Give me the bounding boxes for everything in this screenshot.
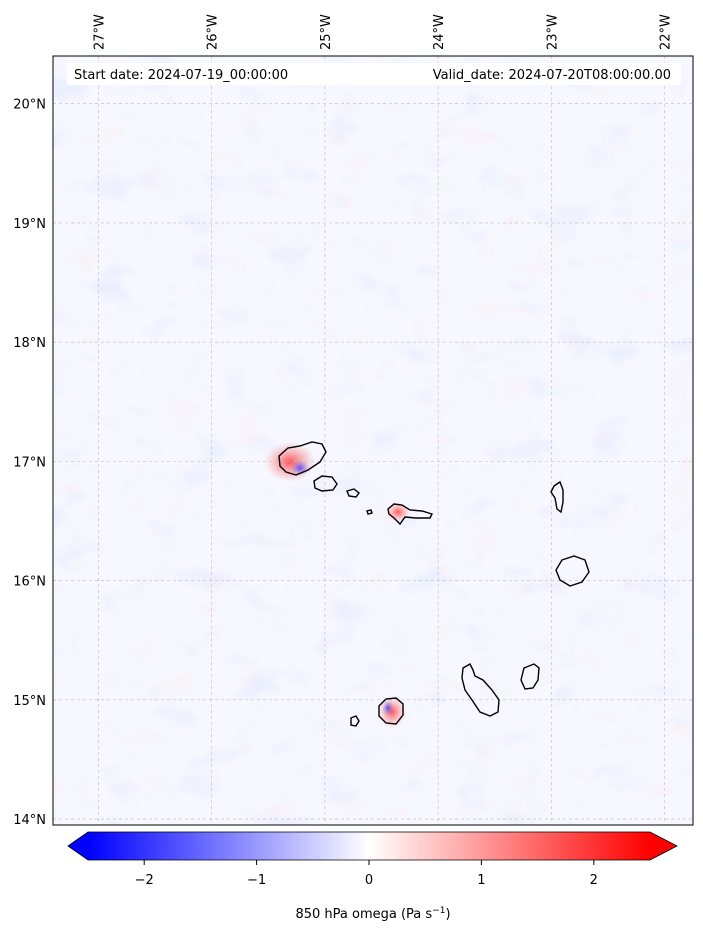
colorbar-outline [67,831,678,861]
colorbar-tick-label: −2 [135,873,154,888]
map-frame [52,55,694,826]
colorbar-extend-low [68,832,88,860]
island-brava [350,715,360,727]
colorbar-tick-label: 1 [477,873,485,888]
colorbar-extend-high [650,832,677,860]
omega-field [53,56,693,825]
colorbar-ticks: −2 −1 0 1 2 [135,860,598,888]
latitude-label: 18°N [13,336,46,351]
longitude-labels: 27°W 26°W 25°W 24°W 23°W 22°W [92,14,673,50]
island-fogo [378,697,404,725]
graticule [53,56,693,825]
island-sal [550,480,564,514]
island-santo-antao [278,441,327,476]
latitude-label: 14°N [13,813,46,828]
island-santiago [461,663,500,717]
valid-date-label: Valid_date: 2024-07-20T08:00:00.00 [433,68,671,83]
colorbar-tick-label: 0 [365,873,373,888]
colorbar-tick-label: 2 [590,873,598,888]
coastlines [278,441,590,727]
latitude-labels: 20°N 19°N 18°N 17°N 16°N 15°N 14°N [13,98,46,828]
longitude-label: 27°W [92,14,107,50]
colorbar-label-exponent: −1 [432,906,445,916]
latitude-label: 15°N [13,694,46,709]
colorbar-gradient [88,832,650,860]
longitude-label: 22°W [659,14,674,50]
latitude-label: 19°N [13,217,46,232]
island-boa-vista [555,555,590,587]
start-date-label: Start date: 2024-07-19_00:00:00 [74,68,288,83]
island-santa-luzia [346,488,360,498]
latitude-label: 20°N [13,98,46,113]
island-raso [366,509,373,515]
longitude-label: 25°W [319,14,334,50]
island-sao-vicente [313,475,338,492]
colorbar-label-suffix: ) [445,907,450,922]
colorbar: −2 −1 0 1 2 850 hPa omega (Pa s−1) [67,831,678,922]
colorbar-label-prefix: 850 hPa omega (Pa s [295,907,432,922]
colorbar-tick-label: −1 [247,873,266,888]
island-sao-nicolau [387,503,433,526]
info-box [67,63,681,85]
island-maio [520,663,540,690]
latitude-label: 17°N [13,455,46,470]
longitude-label: 23°W [545,14,560,50]
colorbar-label: 850 hPa omega (Pa s−1) [295,906,450,922]
longitude-label: 26°W [206,14,221,50]
longitude-label: 24°W [432,14,447,50]
latitude-label: 16°N [13,575,46,590]
